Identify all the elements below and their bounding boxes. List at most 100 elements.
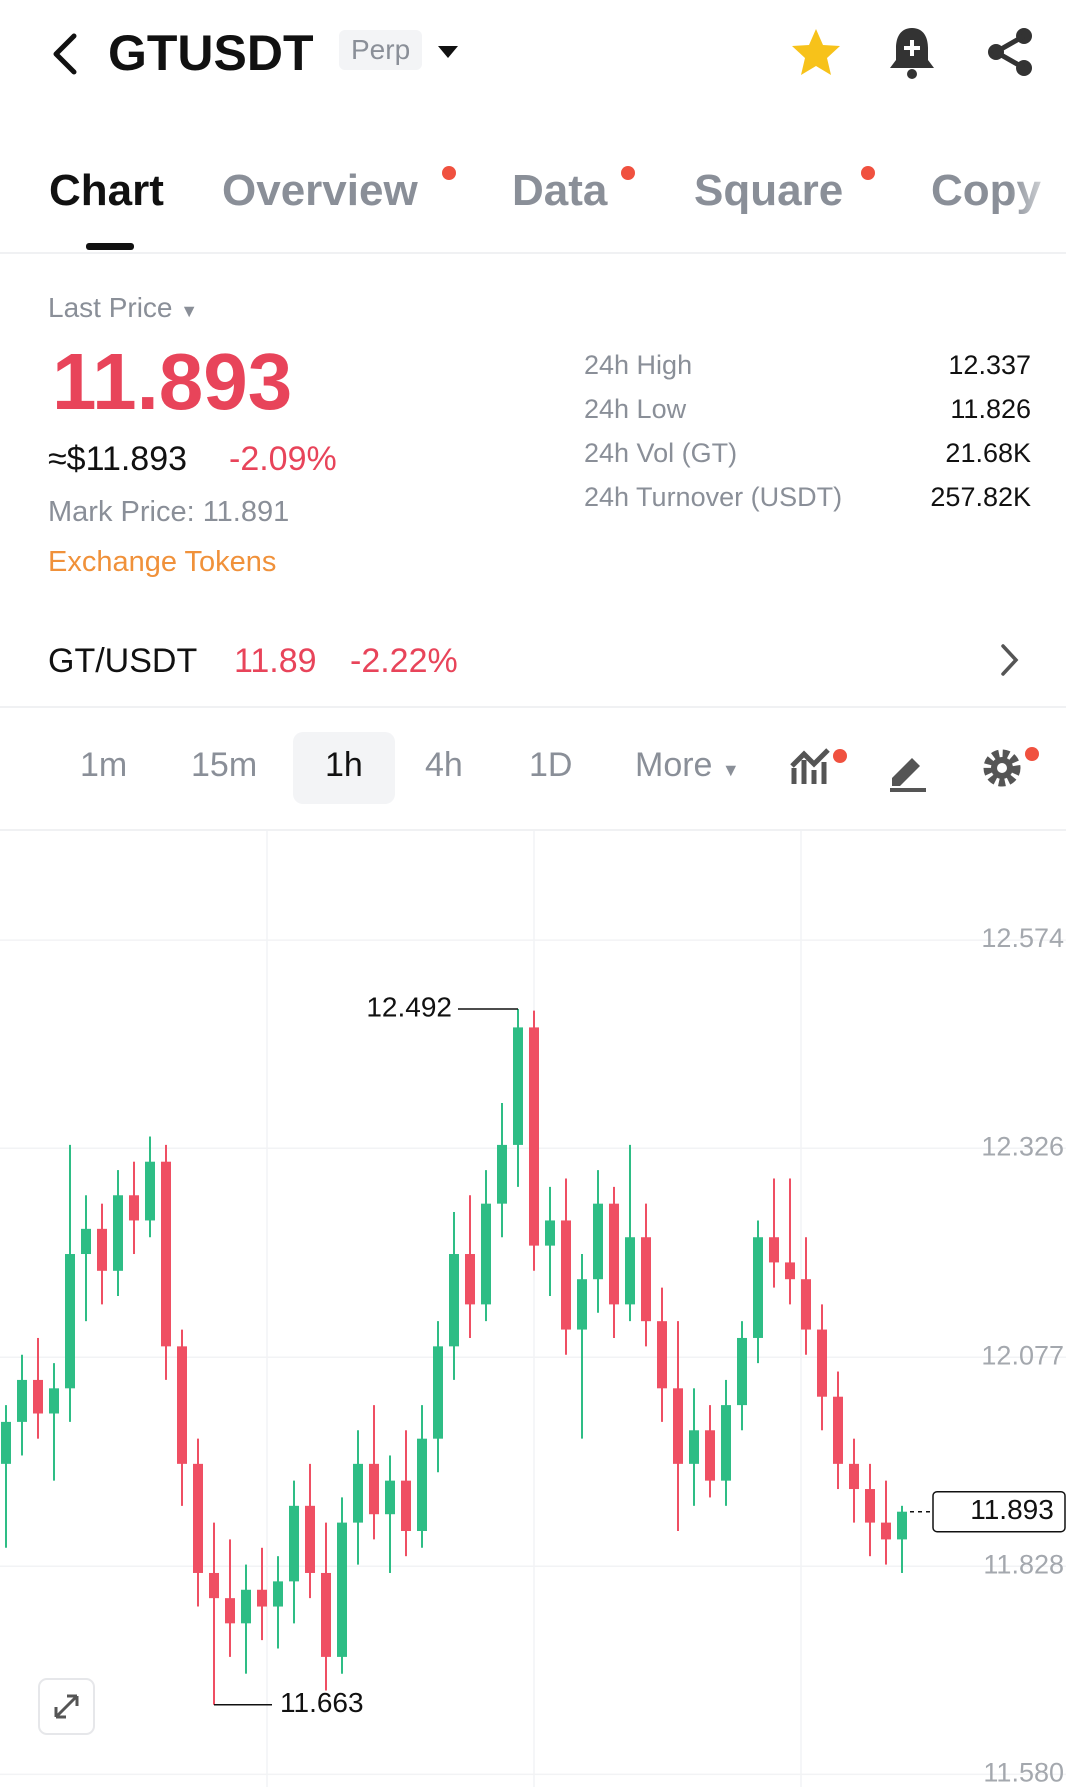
candle-body (673, 1388, 683, 1464)
tab[interactable]: Data (512, 166, 608, 215)
notification-dot (861, 166, 875, 180)
candle-body (145, 1161, 155, 1221)
candle-body (209, 1572, 219, 1599)
candle-body (609, 1203, 619, 1305)
mark-price-label: Mark Price: (48, 496, 195, 528)
y-tick-label: 11.580 (983, 1758, 1064, 1788)
max-label: 12.492 (366, 991, 452, 1022)
draw-button[interactable] (886, 748, 930, 792)
candle-body (865, 1489, 875, 1523)
interval[interactable]: More ▼ (635, 746, 740, 784)
y-tick-label: 12.077 (981, 1340, 1064, 1370)
exchange-link[interactable]: Exchange Tokens (48, 546, 277, 578)
candle-body (1, 1421, 11, 1464)
candle-body (433, 1346, 443, 1439)
candle-body (785, 1262, 795, 1280)
stat-label: 24h Vol (GT) (584, 438, 738, 468)
candle-body (353, 1463, 363, 1523)
interval[interactable]: 1h (325, 746, 363, 784)
candle-body (657, 1321, 667, 1389)
price-type[interactable]: Last Price ▼ (48, 292, 199, 323)
candle-body (49, 1388, 59, 1414)
candle-body (849, 1463, 859, 1490)
usd-price: ≈$11.893 (48, 440, 188, 478)
settings-button[interactable] (982, 744, 1046, 792)
interval-more: More (635, 746, 713, 784)
interval[interactable]: 4h (425, 746, 463, 784)
candle-body (17, 1379, 27, 1422)
alert-bell[interactable] (886, 24, 938, 80)
spot-price: 11.89 (234, 642, 317, 680)
candle-body (305, 1505, 315, 1573)
candle-body (401, 1480, 411, 1532)
min-label: 11.663 (280, 1687, 364, 1718)
candle-body (545, 1220, 555, 1246)
candle-body (497, 1144, 507, 1204)
candles: 12.492 11.663 11.893 (1, 991, 1066, 1718)
candle-body (33, 1379, 43, 1414)
price-change: -2.09% (229, 440, 337, 478)
candle-body (705, 1430, 715, 1481)
candle-body (129, 1195, 139, 1221)
tab[interactable]: Square (694, 166, 844, 215)
y-tick-label: 12.326 (981, 1131, 1064, 1161)
candle-body (529, 1027, 539, 1246)
divider (0, 829, 1066, 831)
candle-body (449, 1254, 459, 1347)
candle-body (561, 1220, 571, 1330)
candle-body (641, 1237, 651, 1322)
candle-body (193, 1463, 203, 1573)
candle-body (417, 1438, 427, 1532)
candle-body (881, 1522, 891, 1540)
y-tick-label: 11.828 (983, 1549, 1064, 1579)
interval[interactable]: 15m (191, 746, 258, 784)
candle-body (273, 1581, 283, 1607)
fade (1010, 150, 1066, 230)
interval[interactable]: 1m (80, 746, 128, 784)
spot-pair[interactable]: GT/USDT (48, 642, 198, 680)
mark-price: Mark Price: 11.891 (48, 496, 289, 529)
share[interactable] (984, 26, 1036, 78)
divider (0, 252, 1066, 254)
tab-indicator (86, 243, 134, 250)
candle-body (113, 1195, 123, 1271)
candle-body (737, 1337, 747, 1406)
candle-body (337, 1522, 347, 1657)
interval[interactable]: 1D (529, 746, 573, 784)
last-price-box (932, 1490, 1066, 1533)
last-price-label: 11.893 (970, 1494, 1054, 1525)
badge: Perp (339, 30, 423, 70)
candle-body (753, 1237, 763, 1338)
price-type-label: Last Price (48, 292, 173, 323)
tab[interactable]: Chart (49, 166, 164, 215)
candlestick-chart: 12.574 12.326 12.077 11.828 11.580 12.492 11.… (0, 831, 1066, 1788)
stat-label: 24h High (584, 350, 693, 380)
stat-value: 12.337 (948, 350, 1031, 380)
candle-body (97, 1228, 107, 1271)
stat-value: 257.82K (930, 482, 1031, 512)
mark-price-value: 11.891 (202, 496, 290, 528)
candle-body (721, 1405, 731, 1481)
symbol[interactable]: GTUSDT (108, 25, 314, 81)
tab[interactable]: Overview (222, 166, 418, 215)
candle-body (241, 1589, 251, 1624)
indicators-button[interactable] (790, 744, 850, 790)
grid: 12.574 12.326 12.077 11.828 11.580 (0, 923, 1066, 1788)
back-button[interactable] (46, 30, 86, 78)
stat-label: 24h Turnover (USDT) (584, 482, 843, 512)
candle-body (257, 1589, 267, 1607)
spot-chevron[interactable] (998, 642, 1022, 678)
favorite-star[interactable] (788, 26, 844, 78)
expand-icon (54, 1694, 79, 1719)
symbol-dropdown[interactable] (436, 44, 460, 60)
candle-body (833, 1396, 843, 1464)
candle-body (465, 1254, 475, 1305)
y-tick-label: 12.574 (981, 923, 1064, 953)
candle-body (817, 1329, 827, 1397)
candle-body (513, 1027, 523, 1145)
candle-body (81, 1228, 91, 1255)
candle-body (577, 1279, 587, 1330)
candle-body (593, 1203, 603, 1280)
candle-body (481, 1203, 491, 1305)
